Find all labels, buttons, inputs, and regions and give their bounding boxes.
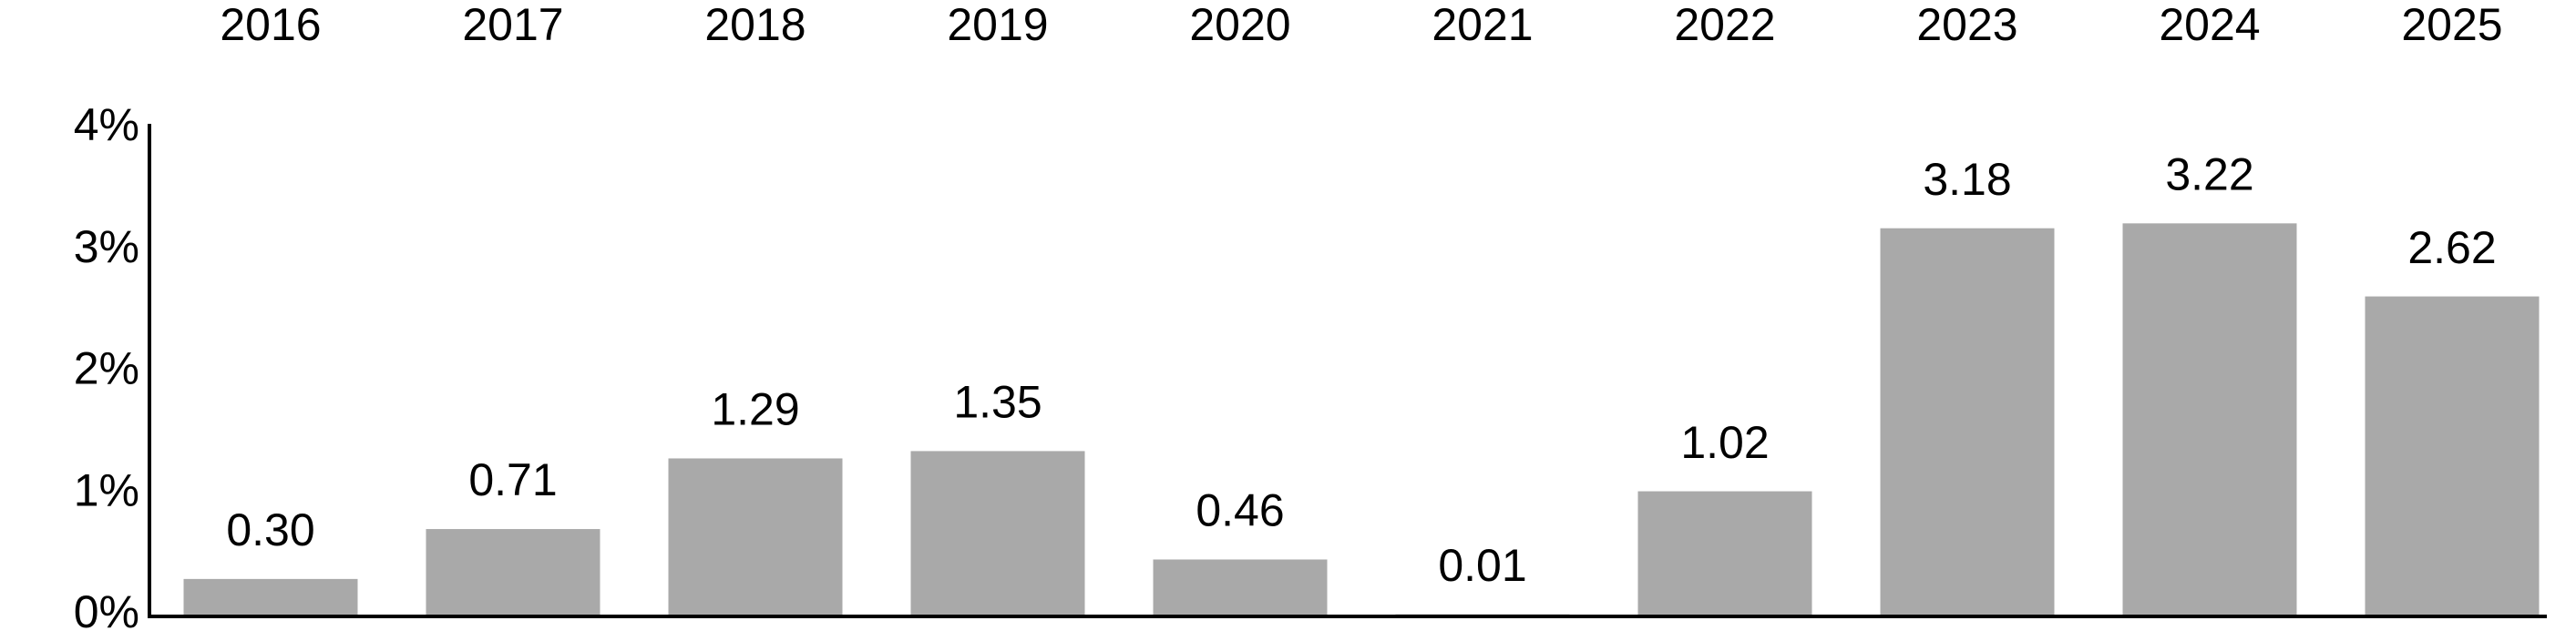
x-tick-label: 2024 <box>2159 0 2260 50</box>
value-label: 3.18 <box>1923 154 2011 205</box>
value-label: 1.35 <box>953 377 1042 428</box>
bar <box>1637 491 1812 616</box>
x-tick-label: 2020 <box>1189 0 1290 50</box>
bar <box>668 458 843 616</box>
value-label: 0.01 <box>1438 540 1526 591</box>
bar <box>1153 559 1328 616</box>
bar <box>1880 228 2055 616</box>
value-label: 1.02 <box>1680 417 1769 468</box>
x-tick-label: 2022 <box>1674 0 1775 50</box>
bar <box>426 529 600 616</box>
y-tick-label: 3% <box>74 221 139 272</box>
value-label: 0.30 <box>226 504 314 555</box>
bar <box>2365 296 2540 616</box>
value-label: 2.62 <box>2407 222 2496 273</box>
x-tick-label: 2017 <box>462 0 563 50</box>
x-tick-label: 2023 <box>1916 0 2017 50</box>
x-tick-label: 2019 <box>947 0 1048 50</box>
x-tick-label: 2016 <box>220 0 321 50</box>
bar <box>2122 223 2297 616</box>
y-tick-label: 1% <box>74 464 139 515</box>
value-label: 0.46 <box>1196 485 1284 536</box>
bar <box>910 451 1085 616</box>
value-label: 3.22 <box>2165 149 2253 200</box>
bar <box>183 578 358 616</box>
y-tick-label: 2% <box>74 343 139 394</box>
x-tick-label: 2018 <box>704 0 806 50</box>
value-label: 1.29 <box>711 384 799 435</box>
y-tick-label: 0% <box>74 586 139 637</box>
value-label: 0.71 <box>468 454 557 505</box>
x-tick-label: 2025 <box>2401 0 2502 50</box>
y-tick-label: 4% <box>74 99 139 150</box>
x-tick-label: 2021 <box>1432 0 1533 50</box>
